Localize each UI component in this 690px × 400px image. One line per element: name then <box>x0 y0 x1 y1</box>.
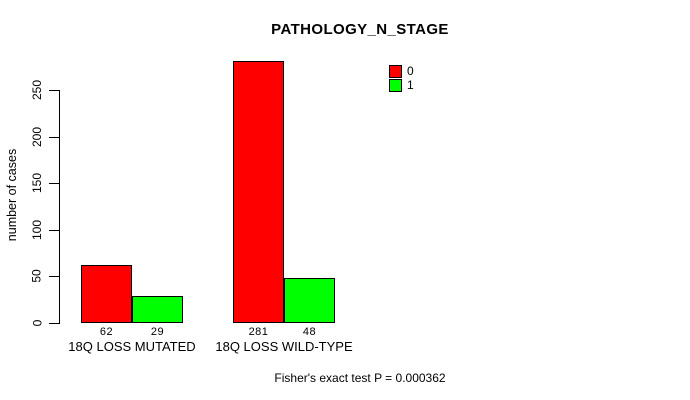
legend-swatch-0 <box>389 65 402 78</box>
legend-swatch-1 <box>389 78 402 92</box>
y-axis-tick <box>49 276 59 277</box>
y-axis-tick-label: 250 <box>28 79 46 101</box>
legend-label-0: 0 <box>407 64 414 78</box>
y-axis-tick-label-text: 200 <box>30 126 44 148</box>
y-axis-tick <box>49 323 59 324</box>
y-axis-tick-label: 150 <box>28 172 46 194</box>
y-axis-tick-label-text: 150 <box>30 172 44 194</box>
y-axis-tick-label: 200 <box>28 126 46 148</box>
bar-value-label: 48 <box>302 326 317 338</box>
fisher-test-annotation: Fisher's exact test P = 0.000362 <box>274 371 446 385</box>
y-axis-line <box>59 90 60 324</box>
bar-value-label: 29 <box>150 326 165 338</box>
legend-label-1: 1 <box>407 77 414 92</box>
y-axis-tick-label-text: 100 <box>30 219 44 241</box>
bar-1-0 <box>132 296 183 323</box>
bar-value-label: 62 <box>99 326 114 338</box>
y-axis-tick-label-text: 0 <box>30 319 44 327</box>
bar-1-1 <box>284 278 335 323</box>
category-label: 18Q LOSS MUTATED <box>68 339 196 354</box>
y-axis-tick-label-text: 250 <box>30 79 44 101</box>
y-axis-tick-label-text: 50 <box>29 269 44 283</box>
y-axis-tick-label: 0 <box>28 314 46 332</box>
category-label: 18Q LOSS WILD-TYPE <box>215 339 353 354</box>
y-axis-tick-label: 100 <box>28 219 46 241</box>
bar-value-label: 281 <box>248 326 269 338</box>
y-axis-tick <box>49 90 59 91</box>
y-axis-tick <box>49 183 59 184</box>
y-axis-tick-label: 50 <box>28 267 46 285</box>
bar-0-1 <box>233 61 284 323</box>
y-axis-label-text: number of cases <box>5 148 20 242</box>
y-axis-label: number of cases <box>4 78 20 312</box>
bar-0-0 <box>81 265 132 323</box>
y-axis-tick <box>49 137 59 138</box>
chart-title: PATHOLOGY_N_STAGE <box>271 21 449 38</box>
y-axis-tick <box>49 230 59 231</box>
